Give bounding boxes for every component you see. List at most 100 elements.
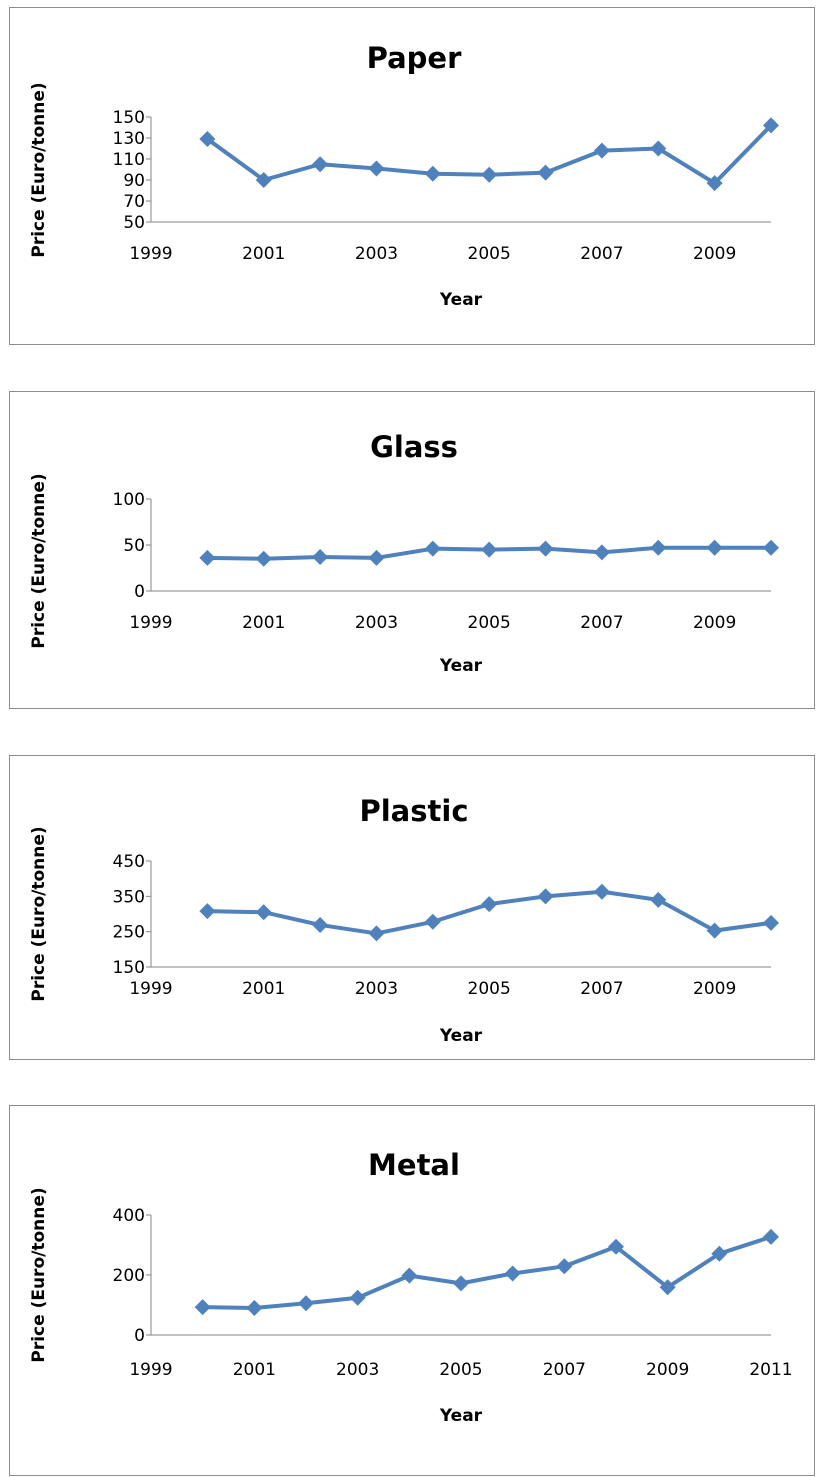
paper-data-point <box>763 117 779 134</box>
metal-data-point <box>556 1258 573 1275</box>
metal-data-point <box>194 1299 211 1316</box>
glass-data-point <box>706 539 723 556</box>
paper-x-tick-label: 1999 <box>129 244 172 264</box>
paper-data-point <box>312 156 329 173</box>
plastic-y-tick-label: 450 <box>113 852 145 872</box>
glass-x-tick-label: 2001 <box>242 613 285 633</box>
paper-data-point <box>424 165 441 182</box>
glass-x-tick-label: 2009 <box>693 613 736 633</box>
glass-y-tick-label: 50 <box>123 536 145 556</box>
plastic-data-point <box>368 925 385 942</box>
plastic-data-point <box>312 916 329 933</box>
paper-data-point <box>199 131 216 148</box>
metal-x-tick-label: 2007 <box>543 1360 586 1380</box>
glass-y-axis-label: Price (Euro/tonne) <box>29 473 49 648</box>
paper-x-tick-label: 2005 <box>468 244 511 264</box>
plastic-x-tick-label: 2003 <box>355 979 398 999</box>
glass-data-point <box>593 544 610 561</box>
metal-data-point <box>349 1289 366 1306</box>
paper-x-tick-label: 2007 <box>580 244 623 264</box>
glass-x-tick-label: 2005 <box>468 613 511 633</box>
plastic-x-tick-label: 2007 <box>580 979 623 999</box>
plastic-y-tick-label: 250 <box>113 923 145 943</box>
metal-y-axis-label: Price (Euro/tonne) <box>29 1187 49 1362</box>
paper-x-tick-label: 2003 <box>355 244 398 264</box>
metal-chart: Metal 0 200 400 1999 2001 2003 2005 2007 2009 2011… <box>29 1148 793 1426</box>
plastic-x-tick-label: 2005 <box>468 979 511 999</box>
metal-chart-panel: Metal 0 200 400 1999 2001 2003 2005 2007 2009 2011… <box>9 1105 815 1476</box>
metal-data-point <box>659 1279 676 1296</box>
metal-y-tick-label: 200 <box>113 1266 145 1286</box>
paper-data-point <box>368 160 385 177</box>
metal-y-tick-label: 400 <box>113 1206 145 1226</box>
plastic-data-point <box>481 896 498 913</box>
plastic-x-tick-label: 1999 <box>129 979 172 999</box>
glass-chart-title: Glass <box>370 430 458 464</box>
metal-data-point <box>298 1295 314 1312</box>
plastic-x-tick-label: 2001 <box>242 979 285 999</box>
glass-x-tick-label: 2003 <box>355 613 398 633</box>
metal-x-tick-label: 2009 <box>646 1360 689 1380</box>
paper-y-tick-label: 150 <box>113 108 145 128</box>
metal-x-tick-label: 2003 <box>336 1360 379 1380</box>
plastic-data-point <box>650 891 667 908</box>
glass-data-point <box>312 548 329 565</box>
metal-x-axis-label: Year <box>439 1406 483 1426</box>
paper-y-tick-label: 70 <box>123 192 145 212</box>
paper-chart-title: Paper <box>367 41 462 75</box>
metal-x-tick-label: 2011 <box>749 1360 792 1380</box>
paper-data-point <box>537 164 554 181</box>
plastic-y-tick-label: 350 <box>113 887 145 907</box>
paper-data-point <box>593 142 610 159</box>
metal-data-point <box>763 1228 779 1245</box>
paper-chart-panel: Paper 50 70 90 110 130 150 1999 2001 2003 2005 2007… <box>9 7 815 345</box>
plastic-chart: Plastic 150 250 350 450 1999 2001 2003 2005 2007 2… <box>29 794 779 1046</box>
metal-data-point <box>453 1275 469 1292</box>
plastic-data-point <box>255 904 272 921</box>
plastic-chart-title: Plastic <box>359 794 468 828</box>
glass-data-point <box>424 540 441 557</box>
paper-x-tick-label: 2001 <box>242 244 285 264</box>
paper-y-axis-label: Price (Euro/tonne) <box>29 82 49 257</box>
glass-data-point <box>763 539 779 556</box>
glass-data-point <box>481 541 498 558</box>
paper-data-point <box>255 172 272 188</box>
glass-chart: Glass 0 50 100 1999 2001 2003 2005 2007 2009 Year P… <box>29 430 779 676</box>
paper-data-point <box>650 140 667 157</box>
glass-y-tick-label: 100 <box>113 490 145 510</box>
paper-y-tick-label: 90 <box>123 171 145 191</box>
paper-x-axis-label: Year <box>439 290 483 310</box>
metal-data-point <box>711 1245 728 1262</box>
paper-y-tick-label: 110 <box>113 150 145 170</box>
metal-x-tick-label: 1999 <box>129 1360 172 1380</box>
metal-y-tick-label: 0 <box>134 1326 145 1346</box>
plastic-x-axis-label: Year <box>439 1026 483 1046</box>
glass-data-point <box>199 549 216 566</box>
plastic-y-tick-label: 150 <box>113 958 145 978</box>
metal-x-tick-label: 2005 <box>439 1360 482 1380</box>
glass-y-tick-label: 0 <box>134 582 145 602</box>
plastic-data-point <box>199 903 216 920</box>
plastic-data-point <box>706 922 723 939</box>
metal-data-point <box>608 1238 624 1255</box>
paper-data-point <box>706 175 723 192</box>
paper-data-point <box>481 166 498 183</box>
plastic-data-point <box>593 883 610 900</box>
metal-data-point <box>401 1267 418 1284</box>
metal-series-line <box>202 1234 772 1310</box>
glass-data-point <box>650 539 667 556</box>
glass-chart-panel: Glass 0 50 100 1999 2001 2003 2005 2007 2009 Year P… <box>9 391 815 709</box>
paper-x-tick-label: 2009 <box>693 244 736 264</box>
plastic-chart-panel: Plastic 150 250 350 450 1999 2001 2003 2005 2007 2… <box>9 755 815 1060</box>
metal-x-tick-label: 2001 <box>233 1360 276 1380</box>
glass-data-point <box>368 549 385 566</box>
metal-chart-title: Metal <box>368 1148 460 1182</box>
glass-x-tick-label: 2007 <box>580 613 623 633</box>
glass-x-axis-label: Year <box>439 656 483 676</box>
plastic-data-point <box>424 913 441 930</box>
plastic-data-point <box>763 914 779 931</box>
plastic-y-axis-label: Price (Euro/tonne) <box>29 826 49 1001</box>
metal-data-point <box>504 1265 521 1282</box>
